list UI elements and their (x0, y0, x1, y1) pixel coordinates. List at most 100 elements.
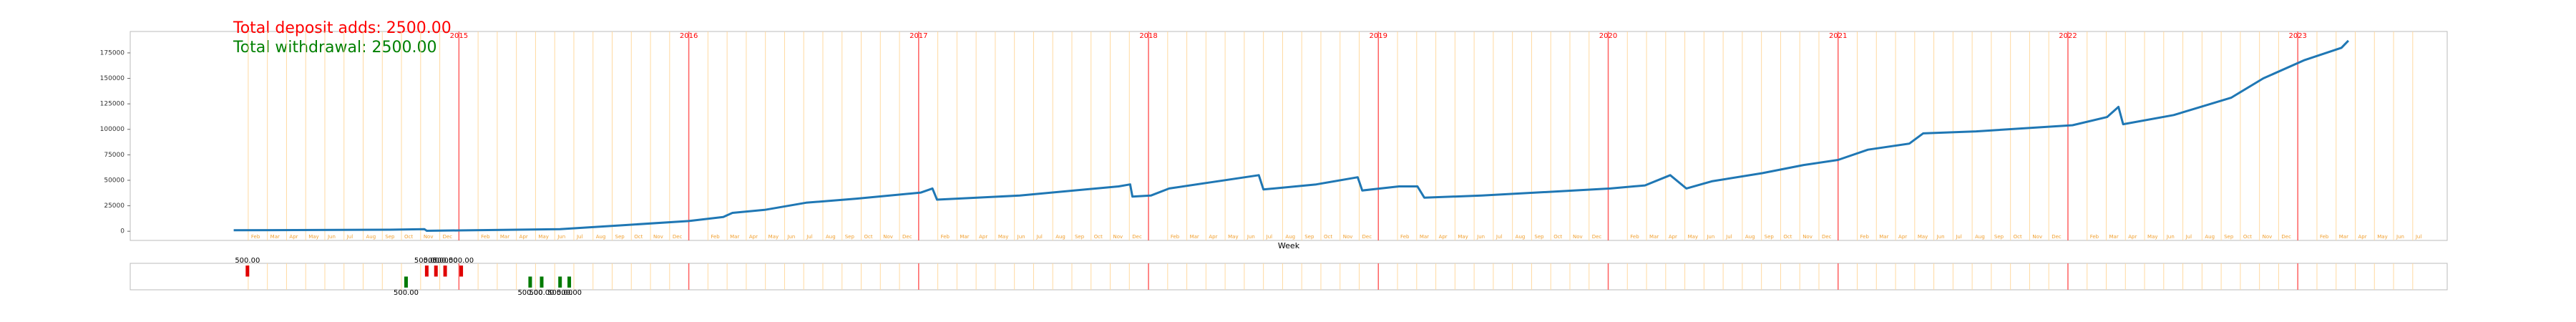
month-label: Jul (1035, 234, 1043, 240)
month-label: Jul (2185, 234, 2192, 240)
month-label: Mar (1190, 234, 1199, 240)
transaction-label: 500.00 (449, 257, 474, 265)
month-label: Jun (1936, 234, 1945, 240)
month-label: Jul (2415, 234, 2422, 240)
transaction-label: 500.00 (530, 289, 555, 297)
month-label: Nov (2263, 234, 2273, 240)
month-label: Jul (576, 234, 583, 240)
month-label: Apr (2358, 234, 2367, 240)
month-label: Oct (1553, 234, 1562, 240)
month-label: Nov (653, 234, 663, 240)
year-label: 2020 (1599, 32, 1617, 40)
month-label: Feb (1171, 234, 1180, 240)
month-label: Mar (2109, 234, 2119, 240)
transaction-label: 500.00 (547, 289, 572, 297)
month-label: Oct (1094, 234, 1103, 240)
month-label: Dec (2051, 234, 2062, 240)
y-tick-label: 0 (120, 228, 125, 235)
month-label: May (308, 234, 318, 240)
month-label: Apr (289, 234, 298, 240)
month-label: Oct (2243, 234, 2252, 240)
month-label: Aug (1055, 234, 1065, 240)
month-label: Aug (366, 234, 376, 240)
transaction-label: 500.00 (517, 289, 542, 297)
y-tick-label: 75000 (104, 152, 125, 159)
month-label: Jul (1496, 234, 1503, 240)
month-label: May (538, 234, 548, 240)
month-label: May (1228, 234, 1238, 240)
month-label: Nov (1343, 234, 1353, 240)
month-label: Mar (2339, 234, 2348, 240)
month-label: Dec (902, 234, 912, 240)
month-label: Aug (596, 234, 606, 240)
month-label: Sep (1994, 234, 2004, 240)
month-label: Aug (1516, 234, 1526, 240)
month-label: Mar (960, 234, 969, 240)
month-label: Mar (1879, 234, 1888, 240)
transaction-bar (245, 265, 250, 277)
month-label: Mar (1420, 234, 1429, 240)
month-label: Sep (1304, 234, 1314, 240)
month-label: Apr (1439, 234, 1448, 240)
month-label: Jun (1017, 234, 1025, 240)
month-label: Feb (711, 234, 720, 240)
year-label: 2019 (1370, 32, 1387, 40)
month-label: Aug (1285, 234, 1295, 240)
month-label: Feb (481, 234, 490, 240)
month-label: Apr (749, 234, 758, 240)
month-label: Aug (826, 234, 836, 240)
month-label: May (998, 234, 1008, 240)
month-label: Mar (730, 234, 739, 240)
month-label: Apr (519, 234, 528, 240)
month-label: Apr (1898, 234, 1907, 240)
month-label: Oct (864, 234, 873, 240)
month-label: Feb (941, 234, 950, 240)
month-label: Sep (2224, 234, 2234, 240)
month-label: Aug (1975, 234, 1985, 240)
month-label: Sep (385, 234, 395, 240)
transaction-bar (567, 276, 572, 288)
month-label: Jul (1266, 234, 1273, 240)
month-label: Jul (1725, 234, 1732, 240)
transaction-label: 500.00 (557, 289, 582, 297)
month-label: Dec (1822, 234, 1832, 240)
month-label: Apr (2128, 234, 2137, 240)
month-label: Sep (1765, 234, 1775, 240)
month-label: Nov (1802, 234, 1813, 240)
month-label: Nov (2032, 234, 2042, 240)
month-label: Dec (2281, 234, 2291, 240)
month-label: Apr (1209, 234, 1217, 240)
month-label: Jul (806, 234, 813, 240)
transaction-bar (558, 276, 562, 288)
y-tick-label: 50000 (104, 177, 125, 184)
y-tick-label: 25000 (104, 203, 125, 210)
annotation: Total deposit adds: 2500.00 (233, 19, 452, 37)
transactions-frame (130, 263, 2448, 291)
month-label: Feb (251, 234, 260, 240)
year-label: 2015 (450, 32, 468, 40)
month-label: Jun (1246, 234, 1255, 240)
month-label: Oct (404, 234, 413, 240)
month-label: Jun (1476, 234, 1485, 240)
annotation: Total withdrawal: 2500.00 (233, 39, 437, 57)
month-label: Jun (557, 234, 565, 240)
month-label: Feb (1630, 234, 1639, 240)
year-label: 2021 (1829, 32, 1847, 40)
month-label: Feb (1400, 234, 1410, 240)
month-label: May (1458, 234, 1468, 240)
month-label: Aug (2205, 234, 2215, 240)
year-label: 2017 (909, 32, 927, 40)
month-label: May (1918, 234, 1928, 240)
month-label: Oct (1783, 234, 1792, 240)
month-label: Nov (883, 234, 893, 240)
month-label: Sep (845, 234, 855, 240)
month-label: Feb (2090, 234, 2099, 240)
month-label: Sep (1075, 234, 1085, 240)
transaction-label: 500.00 (433, 257, 458, 265)
month-label: Jun (327, 234, 336, 240)
month-label: Mar (500, 234, 509, 240)
main-frame (130, 31, 2448, 241)
transaction-bar (424, 265, 429, 277)
transaction-bar (528, 276, 532, 288)
month-label: Feb (2320, 234, 2329, 240)
